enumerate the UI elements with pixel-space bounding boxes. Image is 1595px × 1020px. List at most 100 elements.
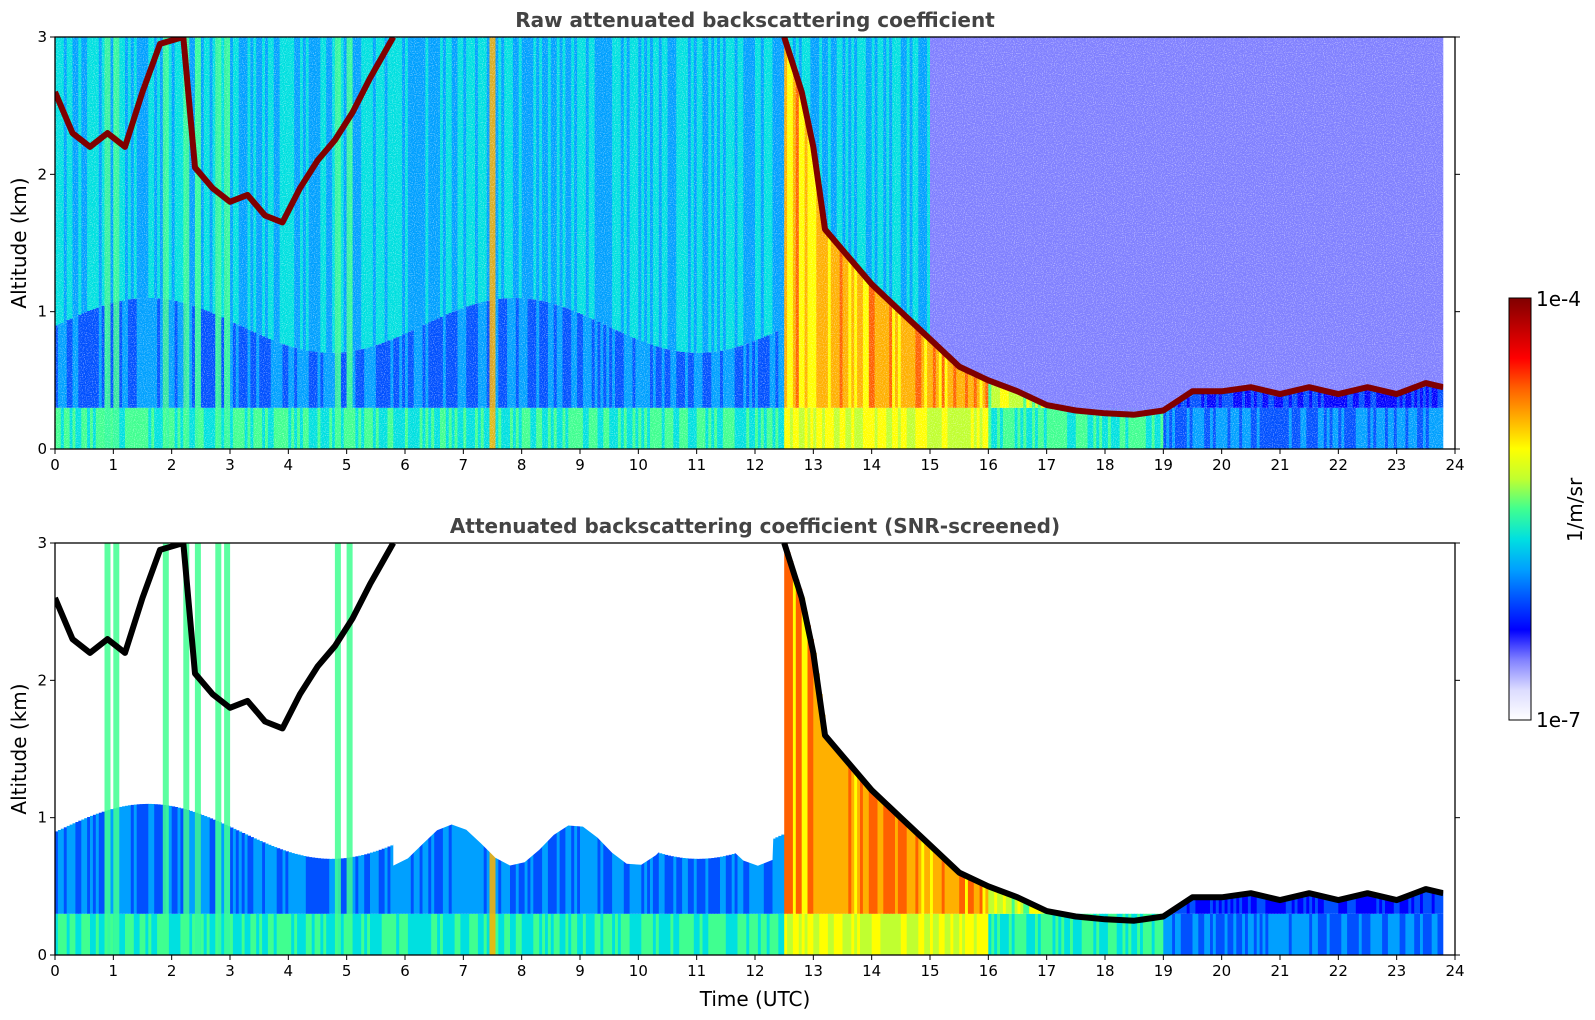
x-tick-label: 8 (517, 456, 527, 474)
heatmap-cell (792, 913, 797, 955)
heatmap-cell (1075, 913, 1080, 955)
heatmap-cell (1399, 913, 1404, 955)
fall-streak (334, 543, 341, 955)
heatmap-cell (206, 817, 211, 914)
heatmap-cell (731, 913, 736, 955)
heatmap-cell (571, 913, 575, 955)
heatmap-cell (792, 570, 797, 914)
heatmap-cell (833, 913, 838, 955)
heatmap-cell (230, 827, 234, 914)
heatmap-cell (871, 790, 876, 914)
x-tick-label: 11 (687, 962, 706, 980)
heatmap-cell (1259, 913, 1264, 955)
heatmap-cell (1282, 913, 1287, 955)
heatmap-cell (571, 816, 575, 914)
heatmap-cell (606, 832, 610, 914)
heatmap-cell (1288, 898, 1293, 914)
heatmap-cell (358, 855, 362, 914)
panel2-y-axis-label: Altitude (km) (7, 683, 31, 814)
heatmap-cell (629, 842, 634, 914)
heatmap-cell (626, 913, 631, 955)
heatmap-cell (1428, 889, 1433, 914)
heatmap-cell (340, 913, 345, 955)
heatmap-cell (530, 805, 534, 914)
heatmap-cell (1247, 913, 1252, 955)
heatmap-cell (75, 913, 79, 955)
heatmap-cell (906, 823, 911, 914)
heatmap-cell (533, 913, 537, 955)
x-tick-label: 13 (804, 962, 823, 980)
heatmap-cell (375, 850, 380, 914)
heatmap-cell (1306, 913, 1310, 955)
heatmap-cell (827, 913, 832, 955)
heatmap-cell (160, 804, 164, 914)
heatmap-cell (72, 913, 76, 955)
heatmap-cell (804, 913, 809, 955)
heatmap-cell (119, 806, 123, 914)
heatmap-cell (139, 804, 144, 914)
heatmap-cell (944, 858, 949, 914)
heatmap-cell (553, 810, 558, 914)
heatmap-cell (962, 874, 966, 914)
heatmap-cell (582, 913, 587, 955)
heatmap-cell (1017, 897, 1021, 914)
heatmap-cell (1014, 896, 1019, 914)
heatmap-cell (1084, 913, 1089, 955)
heatmap-cell (836, 913, 841, 955)
heatmap-cell (687, 913, 692, 955)
heatmap-cell (1055, 913, 1059, 955)
heatmap-cell (320, 913, 324, 955)
heatmap-cell (1253, 913, 1258, 955)
heatmap-cell (851, 766, 855, 914)
heatmap-cell (127, 805, 132, 914)
heatmap-cell (1227, 896, 1231, 914)
heatmap-cell (515, 913, 520, 955)
heatmap-cell (830, 742, 835, 914)
heatmap-cell (1341, 899, 1345, 914)
heatmap-cell (912, 913, 916, 955)
fall-streak (162, 543, 169, 955)
heatmap-cell (906, 913, 911, 955)
heatmap-cell (822, 714, 826, 914)
heatmap-cell (375, 913, 380, 955)
heatmap-cell (772, 838, 776, 914)
heatmap-cell (743, 913, 747, 955)
x-tick-label: 17 (1037, 456, 1056, 474)
heatmap-cell (437, 913, 441, 955)
heatmap-cell (142, 913, 146, 955)
heatmap-cell (839, 752, 844, 914)
heatmap-cell (63, 827, 68, 914)
x-tick-label: 14 (862, 962, 881, 980)
heatmap-cell (297, 854, 301, 914)
heatmap-cell (1367, 913, 1371, 955)
y-tick-label: 3 (37, 28, 47, 46)
heatmap-cell (466, 913, 470, 955)
heatmap-cell (524, 913, 529, 955)
heatmap-cell (737, 913, 741, 955)
heatmap-cell (851, 913, 855, 955)
heatmap-cell (568, 913, 572, 955)
heatmap-cell (504, 913, 508, 955)
heatmap-cell (647, 849, 651, 914)
heatmap-cell (512, 913, 517, 955)
heatmap-cell (743, 850, 747, 914)
heatmap-cell (650, 850, 654, 914)
heatmap-cell (752, 913, 756, 955)
heatmap-cell (985, 913, 989, 955)
heatmap-cell (822, 913, 826, 955)
heatmap-cell (1072, 913, 1077, 955)
heatmap-cell (1300, 895, 1304, 914)
heatmap-cell (410, 913, 415, 955)
heatmap-cell (1332, 898, 1336, 914)
heatmap-cell (959, 913, 963, 955)
heatmap-cell (416, 833, 421, 914)
panel1-y-axis-label: Altitude (km) (7, 177, 31, 308)
heatmap-cell (300, 913, 304, 955)
heatmap-cell (862, 913, 867, 955)
heatmap-cell (693, 913, 698, 955)
heatmap-cell (915, 913, 919, 955)
heatmap-cell (895, 812, 899, 914)
heatmap-cell (1224, 913, 1229, 955)
x-tick-label: 3 (225, 456, 235, 474)
heatmap-cell (547, 808, 552, 914)
